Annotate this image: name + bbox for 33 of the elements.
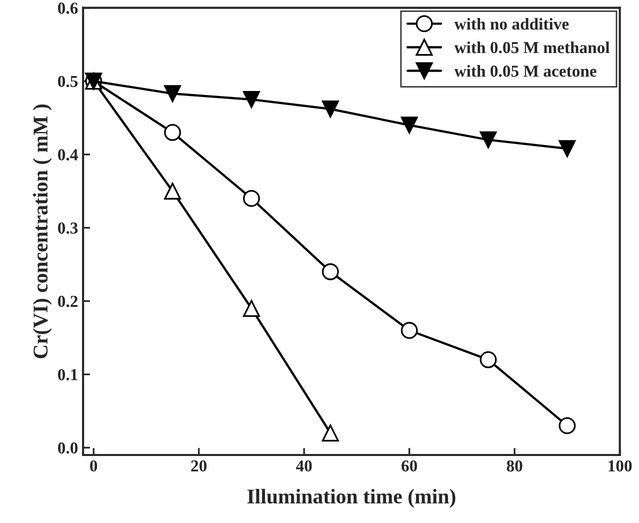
point [558,140,576,158]
point [480,351,497,368]
x-axis-title: Illumination time (min) [247,488,456,508]
y-tick-label: 0.4 [58,149,78,160]
point [164,124,182,141]
point [322,100,339,118]
y-tick-label: 0.1 [58,369,78,380]
x-tick-label: 60 [402,460,418,472]
y-tick-label: 0.0 [58,442,78,454]
point [242,300,260,317]
point [400,116,418,134]
legend-label: with 0.05 M acetone [454,65,596,77]
y-tick-label: 0.5 [58,76,78,88]
y-tick-label: 0.2 [58,296,78,308]
y-tick-label: 0.3 [58,222,78,234]
legend-label: with 0.05 M methanol [454,41,610,54]
point [322,424,339,442]
point [322,263,339,280]
x-tick-label: 40 [296,460,312,472]
legend-label: with no additive [454,18,569,30]
x-tick-label: 80 [506,460,522,472]
point [400,322,418,339]
y-tick-label: 0.6 [58,2,78,14]
point [558,417,576,434]
x-tick-label: 20 [191,460,207,472]
point [480,131,497,148]
y-axis-title: Cr(VI) concentration ( mM ) [32,104,52,358]
point [242,190,260,207]
point [164,85,182,102]
point [164,182,182,200]
x-tick-label: 100 [608,460,632,472]
point [242,91,260,108]
x-tick-label: 0 [90,460,98,472]
